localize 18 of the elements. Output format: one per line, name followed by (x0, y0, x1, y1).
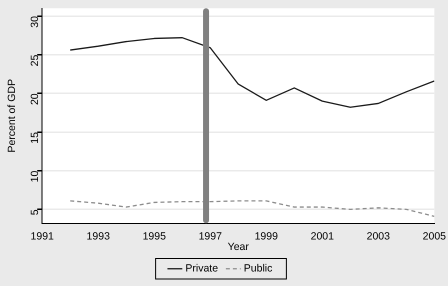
x-tick-label: 1995 (142, 230, 166, 242)
x-axis-title: Year (228, 241, 250, 254)
x-tick-label: 2005 (422, 230, 446, 242)
x-tick-label: 2001 (310, 230, 334, 242)
x-tick-label: 1999 (254, 230, 278, 242)
y-tick-label: 15 (29, 132, 42, 144)
legend-label: Public (244, 262, 272, 275)
y-tick-label: 10 (29, 170, 42, 182)
y-tick-label: 30 (29, 16, 42, 28)
y-tick-label: 20 (29, 93, 42, 106)
x-tick-label: 2003 (366, 230, 390, 242)
y-tick-label: 5 (29, 209, 42, 216)
y-axis-title: Percent of GDP (6, 79, 18, 153)
y-tick-label: 25 (29, 54, 42, 66)
x-tick-label: 1997 (198, 230, 222, 242)
x-tick-label: 1993 (86, 230, 110, 242)
legend-label: Private (185, 262, 218, 275)
x-tick-label: 1991 (30, 230, 54, 242)
